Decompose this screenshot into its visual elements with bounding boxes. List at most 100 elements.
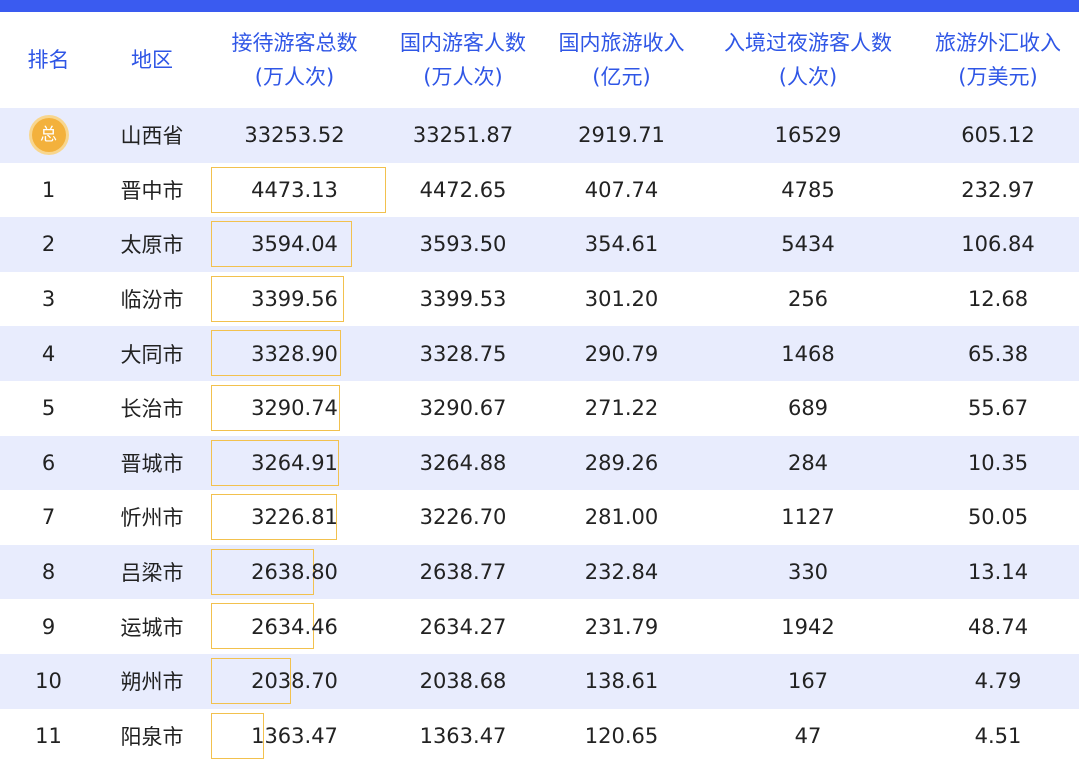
cell-inbound: 1468 — [699, 326, 917, 381]
cell-domestic-text: 3264.88 — [419, 450, 507, 475]
cell-region-text: 朔州市 — [120, 670, 184, 695]
cell-domestic-income: 138.61 — [544, 653, 699, 709]
cell-domestic-text: 2638.77 — [419, 560, 507, 585]
cell-domestic-income: 407.74 — [544, 163, 699, 218]
cell-region: 晋中市 — [97, 163, 207, 218]
cell-total-text: 33253.52 — [244, 123, 345, 148]
cell-region: 太原市 — [97, 217, 207, 272]
cell-inbound-text: 16529 — [774, 123, 842, 148]
header-domestic: 国内游客人数 (万人次) — [400, 31, 526, 89]
cell-domestic: 33251.87 — [382, 108, 544, 163]
cell-domestic: 1363.47 — [382, 709, 544, 764]
cell-forex-text: 50.05 — [967, 505, 1029, 530]
cell-total: 4473.13 — [207, 163, 386, 218]
cell-domestic-income-text: 354.61 — [584, 232, 659, 257]
total-bar — [211, 712, 265, 759]
cell-rank: 2 — [0, 217, 97, 272]
cell-total-text: 2038.70 — [251, 669, 338, 694]
cell-inbound: 5434 — [699, 217, 917, 272]
cell-rank-text: 10 — [35, 669, 62, 694]
cell-inbound-text: 284 — [787, 450, 829, 475]
cell-domestic-income-text: 232.84 — [584, 560, 659, 585]
cell-domestic-income: 271.22 — [544, 381, 699, 436]
cell-domestic: 2638.77 — [382, 544, 544, 600]
cell-total: 2634.46 — [207, 599, 382, 654]
cell-forex: 106.84 — [917, 217, 1079, 272]
table-row: 11 阳泉市 1363.47 1363.47 120.65 47 4.51 — [0, 709, 1079, 764]
table-row: 7 忻州市 3226.81 3226.70 281.00 1127 50.05 — [0, 490, 1079, 545]
cell-rank-text: 9 — [41, 614, 56, 639]
cell-total: 2638.80 — [207, 544, 382, 600]
cell-rank: 3 — [0, 272, 97, 327]
cell-forex: 65.38 — [917, 326, 1079, 381]
cell-total-text: 3399.56 — [251, 287, 338, 312]
cell-domestic-text: 33251.87 — [412, 123, 514, 148]
cell-domestic: 3290.67 — [382, 381, 544, 436]
cell-domestic-income-text: 231.79 — [584, 614, 659, 639]
total-bar — [211, 221, 352, 268]
cell-domestic-text: 4472.65 — [419, 177, 507, 202]
cell-region-text: 运城市 — [120, 615, 184, 640]
cell-inbound: 47 — [699, 709, 917, 764]
cell-forex: 48.74 — [917, 599, 1079, 654]
cell-region: 朔州市 — [97, 653, 207, 709]
cell-inbound-text: 4785 — [781, 177, 835, 202]
cell-inbound-text: 167 — [787, 669, 829, 694]
cell-rank-text: 2 — [41, 232, 56, 257]
cell-total: 33253.52 — [207, 108, 382, 163]
cell-domestic: 4472.65 — [382, 163, 544, 218]
table-row: 2 太原市 3594.04 3593.50 354.61 5434 106.84 — [0, 217, 1079, 272]
table-row: 4 大同市 3328.90 3328.75 290.79 1468 65.38 — [0, 326, 1079, 381]
total-bar — [211, 439, 339, 486]
cell-total-text: 3328.90 — [251, 341, 338, 366]
cell-total: 3290.74 — [207, 381, 382, 436]
cell-region-text: 晋城市 — [120, 451, 184, 476]
cell-total-text: 2634.46 — [251, 614, 338, 639]
header-total: 接待游客总数 (万人次) — [231, 31, 358, 89]
cell-domestic-income-text: 301.20 — [584, 287, 659, 312]
cell-domestic-income: 120.65 — [544, 709, 699, 764]
top-accent-bar — [0, 0, 1079, 12]
cell-rank-text: 7 — [41, 505, 56, 530]
cell-total-text: 3226.81 — [251, 505, 338, 530]
cell-domestic: 3328.75 — [382, 326, 544, 381]
cell-domestic-text: 2634.27 — [419, 614, 507, 639]
cell-rank: 11 — [0, 709, 97, 764]
cell-domestic-income-text: 289.26 — [584, 450, 659, 475]
table-row: 6 晋城市 3264.91 3264.88 289.26 284 10.35 — [0, 435, 1079, 491]
table-row: 8 吕梁市 2638.80 2638.77 232.84 330 13.14 — [0, 544, 1079, 600]
cell-domestic-text: 1363.47 — [419, 723, 507, 748]
cell-inbound: 1942 — [699, 599, 917, 654]
cell-region: 临汾市 — [97, 272, 207, 327]
cell-rank: 5 — [0, 381, 97, 436]
cell-inbound-text: 1127 — [781, 505, 835, 530]
cell-domestic-income-text: 138.61 — [584, 669, 659, 694]
cell-inbound-text: 47 — [794, 723, 822, 748]
header-inbound: 入境过夜游客人数 (人次) — [724, 31, 892, 89]
cell-forex-text: 10.35 — [967, 450, 1029, 475]
cell-total-text: 3290.74 — [251, 396, 338, 421]
cell-forex-text: 232.97 — [961, 177, 1035, 202]
cell-domestic: 3264.88 — [382, 435, 544, 491]
cell-forex: 12.68 — [917, 272, 1079, 327]
cell-region-text: 阳泉市 — [120, 724, 184, 749]
cell-rank: 10 — [0, 653, 97, 709]
cell-inbound: 167 — [699, 653, 917, 709]
cell-rank-text: 11 — [35, 723, 62, 748]
cell-rank-text: 8 — [41, 560, 56, 585]
cell-region: 山西省 — [97, 108, 207, 163]
cell-total: 3399.56 — [207, 272, 382, 327]
cell-domestic-income: 232.84 — [544, 544, 699, 600]
cell-domestic-income-text: 271.22 — [584, 396, 659, 421]
cell-rank-text: 5 — [41, 396, 56, 421]
cell-rank-text: 1 — [41, 177, 56, 202]
cell-total-text: 2638.80 — [251, 560, 338, 585]
cell-total: 1363.47 — [207, 709, 382, 764]
cell-domestic-income-text: 2919.71 — [578, 123, 665, 148]
cell-forex: 55.67 — [917, 381, 1079, 436]
tourism-table: 排名 地区 接待游客总数 (万人次) 国内游客人数 (万人次) 国内旅游收入 (亿元)… — [0, 12, 1079, 763]
table-row: 9 运城市 2634.46 2634.27 231.79 1942 48.74 — [0, 599, 1079, 654]
cell-region: 大同市 — [97, 326, 207, 381]
table-row: 3 临汾市 3399.56 3399.53 301.20 256 12.68 — [0, 272, 1079, 327]
cell-region: 阳泉市 — [97, 709, 207, 764]
